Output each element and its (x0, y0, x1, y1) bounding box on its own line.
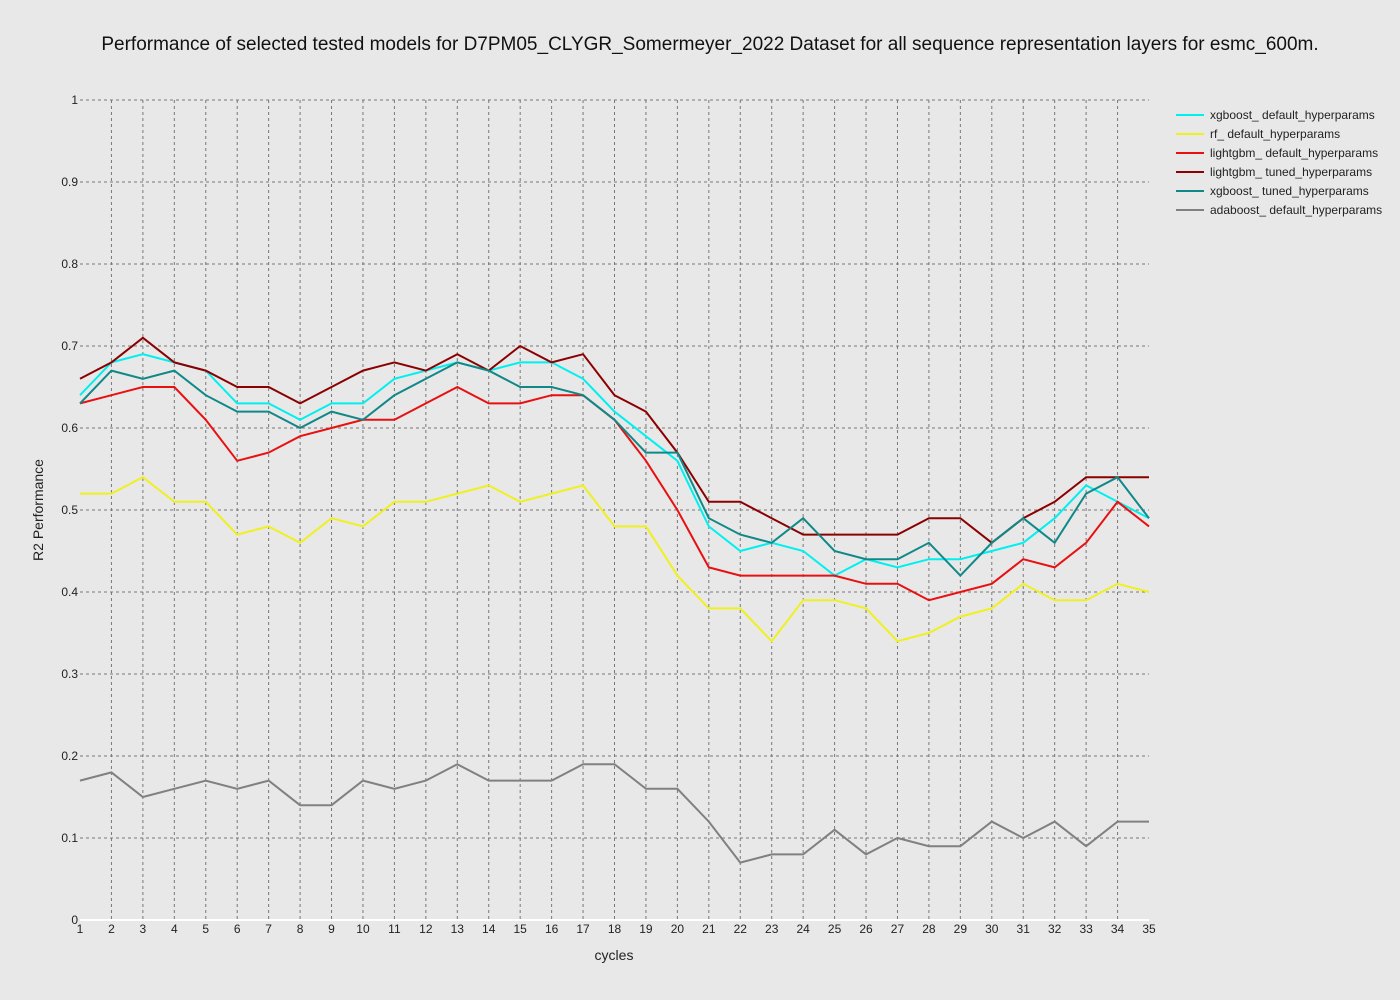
series-line[interactable] (79, 336, 1149, 545)
y-tick-label: 0.2 (61, 749, 78, 763)
y-tick-label: 0.3 (61, 667, 78, 681)
x-axis-ticks: 1 2 3 4 5 6 7 8 9 10 11 12 13 14 15 16 17 18 19 20 21 22 23 24 2… (77, 922, 1156, 936)
x-axis-title: cycles (595, 947, 634, 963)
y-axis-title: R2 Performance (30, 459, 46, 561)
legend-label: xgboost_ default_hyperparams (1210, 108, 1375, 122)
legend-item[interactable]: adaboost_ default_hyperparams (1176, 203, 1382, 217)
x-tick-label: 12 (419, 922, 433, 936)
legend-item[interactable]: lightgbm_ tuned_hyperparams (1176, 165, 1372, 179)
x-tick-label: 22 (734, 922, 748, 936)
legend-label: adaboost_ default_hyperparams (1210, 203, 1382, 217)
x-tick-label: 33 (1079, 922, 1093, 936)
x-tick-label: 32 (1048, 922, 1062, 936)
series-line[interactable] (79, 353, 1150, 577)
legend-label: xgboost_ tuned_hyperparams (1210, 184, 1369, 198)
legend-label: lightgbm_ default_hyperparams (1210, 146, 1378, 160)
x-tick-label: 6 (234, 922, 241, 936)
y-tick-label: 0 (71, 913, 78, 927)
x-tick-label: 29 (954, 922, 968, 936)
x-tick-label: 35 (1142, 922, 1156, 936)
legend-label: rf_ default_hyperparams (1210, 127, 1340, 141)
x-tick-label: 26 (859, 922, 873, 936)
x-tick-label: 8 (297, 922, 304, 936)
x-tick-label: 20 (671, 922, 685, 936)
x-tick-label: 14 (482, 922, 496, 936)
y-tick-label: 0.1 (61, 831, 78, 845)
x-tick-label: 3 (140, 922, 147, 936)
chart-title: Performance of selected tested models fo… (101, 34, 1318, 55)
series-line[interactable] (80, 476, 1150, 643)
x-tick-label: 10 (356, 922, 370, 936)
x-tick-label: 1 (77, 922, 84, 936)
legend-item[interactable]: xgboost_ tuned_hyperparams (1176, 184, 1369, 198)
x-tick-label: 31 (1017, 922, 1031, 936)
legend[interactable]: xgboost_ default_hyperparams rf_ default_… (1176, 108, 1382, 217)
x-tick-label: 25 (828, 922, 842, 936)
x-tick-label: 5 (202, 922, 209, 936)
x-tick-label: 16 (545, 922, 559, 936)
y-tick-label: 0.6 (61, 421, 78, 435)
x-tick-label: 28 (922, 922, 936, 936)
legend-item[interactable]: xgboost_ default_hyperparams (1176, 108, 1375, 122)
x-tick-label: 15 (513, 922, 527, 936)
y-tick-label: 0.9 (61, 175, 78, 189)
y-tick-label: 1 (71, 93, 78, 107)
series-line[interactable] (79, 361, 1150, 578)
y-tick-label: 0.7 (61, 339, 78, 353)
legend-item[interactable]: lightgbm_ default_hyperparams (1176, 146, 1378, 160)
x-tick-label: 23 (765, 922, 779, 936)
legend-label: lightgbm_ tuned_hyperparams (1210, 165, 1372, 179)
x-tick-label: 30 (985, 922, 999, 936)
y-tick-label: 0.5 (61, 503, 78, 517)
grid (80, 99, 1149, 921)
y-tick-label: 0.8 (61, 257, 78, 271)
x-tick-label: 9 (328, 922, 335, 936)
x-tick-label: 21 (702, 922, 716, 936)
series-line[interactable] (79, 763, 1149, 864)
x-tick-label: 11 (388, 922, 401, 936)
x-tick-label: 19 (639, 922, 653, 936)
x-tick-label: 17 (576, 922, 590, 936)
x-tick-label: 27 (891, 922, 905, 936)
x-tick-label: 34 (1111, 922, 1125, 936)
y-tick-label: 0.4 (61, 585, 78, 599)
legend-item[interactable]: rf_ default_hyperparams (1176, 127, 1340, 141)
x-tick-label: 24 (796, 922, 810, 936)
y-axis-ticks: 0 0.1 0.2 0.3 0.4 0.5 0.6 0.7 0.8 0.9 1 (61, 93, 78, 927)
x-tick-label: 13 (451, 922, 465, 936)
x-tick-label: 7 (265, 922, 272, 936)
x-tick-label: 2 (108, 922, 115, 936)
x-tick-label: 18 (608, 922, 622, 936)
x-tick-label: 4 (171, 922, 178, 936)
series-lines (79, 336, 1150, 864)
